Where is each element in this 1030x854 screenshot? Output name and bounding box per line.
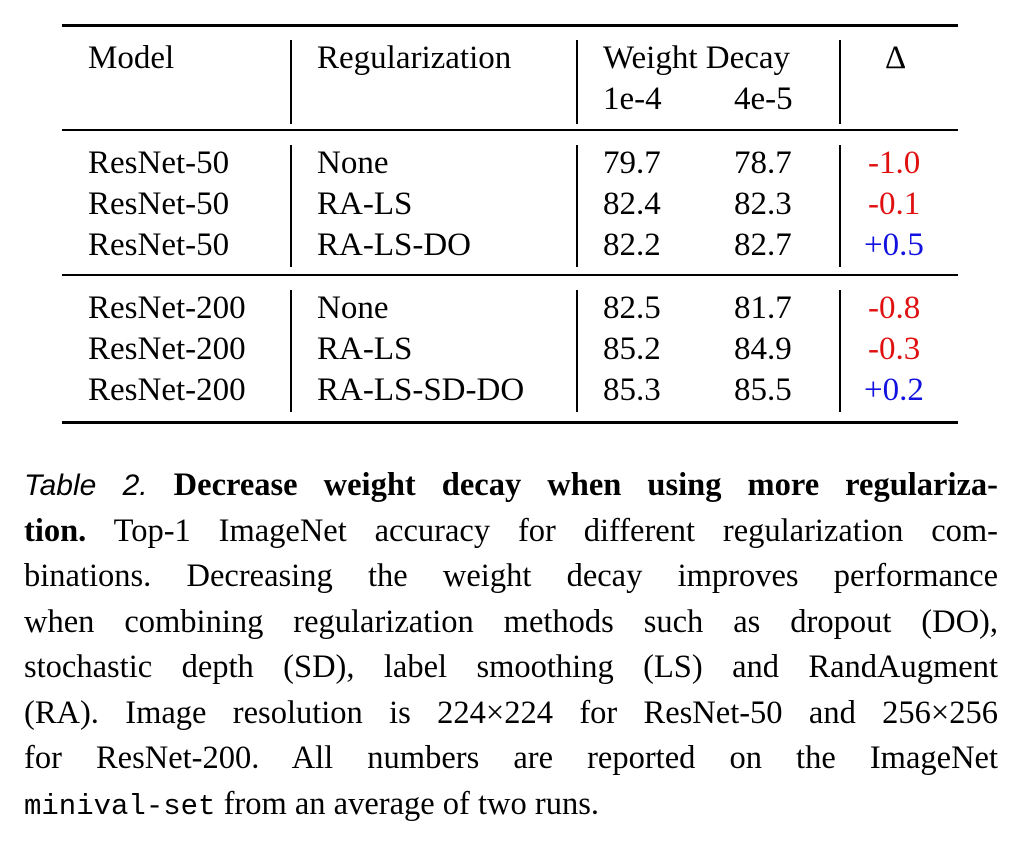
table-row-regularization: RA-LS-DO [317, 227, 471, 263]
header-wd-4e-5: 4e-5 [734, 81, 793, 117]
table-row-model: ResNet-200 [88, 372, 246, 408]
table-row-wd-1e-4: 82.4 [603, 186, 661, 222]
table-row-delta: -0.8 [868, 290, 921, 326]
col-separator [839, 145, 841, 267]
table-row-delta: +0.2 [864, 372, 924, 408]
col-separator [576, 145, 578, 267]
col-separator [576, 290, 578, 412]
table-row-model: ResNet-200 [88, 290, 246, 326]
caption-mono-term: minival-set [24, 789, 216, 823]
table-row-wd-4e-5: 85.5 [734, 372, 792, 408]
caption-text: Top-1 ImageNet accuracy for different re… [113, 512, 998, 549]
table-row-delta: -0.1 [868, 186, 921, 222]
header-regularization: Regularization [317, 40, 512, 76]
table-row-regularization: None [317, 290, 389, 326]
results-table: Model Regularization Weight Decay Δ 1e-4… [62, 24, 958, 424]
table-header-rule [62, 129, 958, 131]
table-row-regularization: None [317, 145, 389, 181]
table-row-wd-1e-4: 79.7 [603, 145, 661, 181]
caption-label: Table 2. [24, 469, 148, 502]
table-group-rule [62, 274, 958, 276]
header-weight-decay: Weight Decay [603, 40, 791, 76]
table-row-delta: -1.0 [868, 145, 921, 181]
caption-line: tion. Top-1 ImageNet accuracy for differ… [24, 509, 998, 555]
table-row-wd-4e-5: 82.3 [734, 186, 792, 222]
caption-line: stochastic depth (SD), label smoothing (… [24, 649, 998, 685]
col-separator [290, 290, 292, 412]
table-row-regularization: RA-LS [317, 331, 413, 367]
table-row-delta: +0.5 [864, 227, 924, 263]
caption-text: from an average of two runs. [223, 785, 599, 822]
table-row-delta: -0.3 [868, 331, 921, 367]
caption-line: Table 2. Decrease weight decay when usin… [24, 463, 998, 509]
table-row-model: ResNet-50 [88, 227, 230, 263]
table-row-regularization: RA-LS-SD-DO [317, 372, 525, 408]
caption-line: when combining regularization methods su… [24, 603, 998, 640]
col-separator [290, 145, 292, 267]
caption-bold-title-end: tion. [24, 512, 87, 549]
header-model: Model [88, 40, 175, 76]
table-caption: Table 2. Decrease weight decay when usin… [24, 463, 998, 827]
table-row-regularization: RA-LS [317, 186, 413, 222]
col-separator [290, 40, 292, 124]
table-row-model: ResNet-50 [88, 186, 230, 222]
header-delta: Δ [885, 40, 907, 76]
caption-line: binations. Decreasing the weight decay i… [24, 558, 998, 594]
caption-line: for ResNet-200. All numbers are reported… [24, 740, 998, 776]
table-row-model: ResNet-50 [88, 145, 230, 181]
table-row-wd-4e-5: 78.7 [734, 145, 792, 181]
table-row-wd-4e-5: 82.7 [734, 227, 792, 263]
caption-line: minival-set from an average of two runs. [24, 782, 998, 828]
header-wd-1e-4: 1e-4 [603, 81, 662, 117]
table-row-wd-1e-4: 85.3 [603, 372, 661, 408]
table-bottom-rule [62, 421, 958, 424]
table-row-wd-4e-5: 84.9 [734, 331, 792, 367]
table-row-wd-1e-4: 82.2 [603, 227, 661, 263]
table-row-wd-1e-4: 85.2 [603, 331, 661, 367]
col-separator [839, 290, 841, 412]
col-separator [576, 40, 578, 124]
col-separator [839, 40, 841, 124]
caption-line: (RA). Image resolution is 224×224 for Re… [24, 694, 998, 731]
table-row-wd-1e-4: 82.5 [603, 290, 661, 326]
caption-bold-title: Decrease weight decay when using more re… [173, 467, 999, 503]
table-row-wd-4e-5: 81.7 [734, 290, 792, 326]
table-top-rule [62, 24, 958, 27]
table-row-model: ResNet-200 [88, 331, 246, 367]
